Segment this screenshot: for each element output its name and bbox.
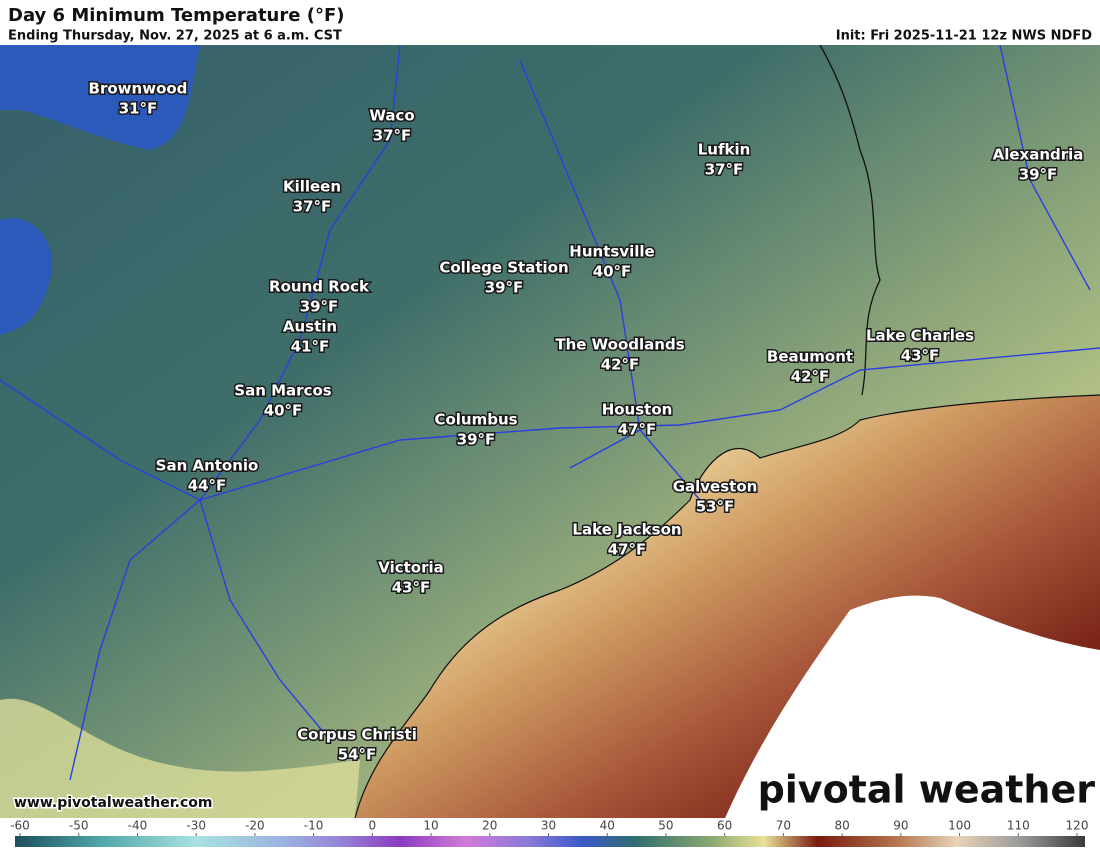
- city-name: Lake Jackson: [572, 521, 681, 539]
- city-temp: 43°F: [392, 579, 431, 597]
- city-temp: 31°F: [119, 100, 158, 118]
- city-name: Austin: [283, 318, 337, 336]
- colorbar-tick-label: -30: [186, 819, 206, 833]
- colorbar-tick-label: 50: [658, 819, 673, 833]
- city-name: Houston: [602, 401, 673, 419]
- colorbar-tick-label: -60: [10, 819, 30, 833]
- city-name: The Woodlands: [555, 336, 684, 354]
- city-temp: 40°F: [593, 263, 632, 281]
- city-name: Victoria: [378, 559, 444, 577]
- city-temp: 37°F: [373, 127, 412, 145]
- colorbar-tick-label: 20: [482, 819, 497, 833]
- city-name: Round Rock: [269, 278, 370, 296]
- cold-area: [0, 218, 52, 335]
- subtitle: Ending Thursday, Nov. 27, 2025 at 6 a.m.…: [8, 29, 342, 44]
- header-bg: [0, 0, 1100, 45]
- city-name: San Antonio: [156, 457, 259, 475]
- state-border: [819, 44, 881, 396]
- city-temp: 39°F: [485, 279, 524, 297]
- website: www.pivotalweather.com: [14, 795, 213, 811]
- colorbar-tick-label: 70: [776, 819, 791, 833]
- colorbar-tick-label: -20: [245, 819, 265, 833]
- colorbar-tick-label: 60: [717, 819, 732, 833]
- colorbar-tick-label: -40: [128, 819, 148, 833]
- city-name: Lake Charles: [866, 327, 974, 345]
- city-temp: 53°F: [696, 498, 735, 516]
- city-name: Killeen: [283, 178, 341, 196]
- city-name: Lufkin: [698, 141, 751, 159]
- city-name: Columbus: [434, 411, 517, 429]
- city-temp: 54°F: [338, 746, 377, 764]
- city-temp: 39°F: [457, 431, 496, 449]
- colorbar-tick-label: 120: [1066, 819, 1089, 833]
- logo: pivotal weather: [758, 768, 1096, 812]
- city-name: Huntsville: [569, 243, 654, 261]
- city-name: Beaumont: [767, 348, 853, 366]
- title: Day 6 Minimum Temperature (°F): [8, 5, 344, 26]
- colorbar-tick-label: 80: [834, 819, 849, 833]
- city-temp: 39°F: [1019, 166, 1058, 184]
- colorbar-tick-label: 0: [369, 819, 377, 833]
- city-temp: 42°F: [791, 368, 830, 386]
- city-temp: 47°F: [618, 421, 657, 439]
- city-temp: 41°F: [291, 338, 330, 356]
- colorbar-tick-label: 30: [541, 819, 556, 833]
- coastline: [354, 394, 1100, 819]
- colorbar-tick-label: 100: [948, 819, 971, 833]
- city-temp: 37°F: [705, 161, 744, 179]
- city-name: Corpus Christi: [297, 726, 417, 744]
- colorbar-tick-label: 90: [893, 819, 908, 833]
- city-temp: 43°F: [901, 347, 940, 365]
- city-name: College Station: [439, 259, 568, 277]
- colorbar-tick-label: 40: [600, 819, 615, 833]
- city-name: Alexandria: [993, 146, 1084, 164]
- city-name: Brownwood: [89, 80, 188, 98]
- colorbar-tick-label: 110: [1007, 819, 1030, 833]
- colorbar: [15, 836, 1085, 847]
- no-data: [725, 595, 1100, 818]
- city-temp: 42°F: [601, 356, 640, 374]
- city-name: Galveston: [673, 478, 758, 496]
- colorbar-tick-label: 10: [423, 819, 438, 833]
- city-temp: 44°F: [188, 477, 227, 495]
- colorbar-tick-label: -50: [69, 819, 89, 833]
- city-name: San Marcos: [234, 382, 331, 400]
- city-name: Waco: [369, 107, 414, 125]
- city-temp: 47°F: [608, 541, 647, 559]
- init-time: Init: Fri 2025-11-21 12z NWS NDFD: [836, 29, 1092, 44]
- colorbar-tick-label: -10: [304, 819, 324, 833]
- city-temp: 39°F: [300, 298, 339, 316]
- city-temp: 37°F: [293, 198, 332, 216]
- cold-area: [0, 45, 200, 150]
- roads: [0, 44, 1100, 781]
- city-temp: 40°F: [264, 402, 303, 420]
- warm-area: [0, 698, 360, 818]
